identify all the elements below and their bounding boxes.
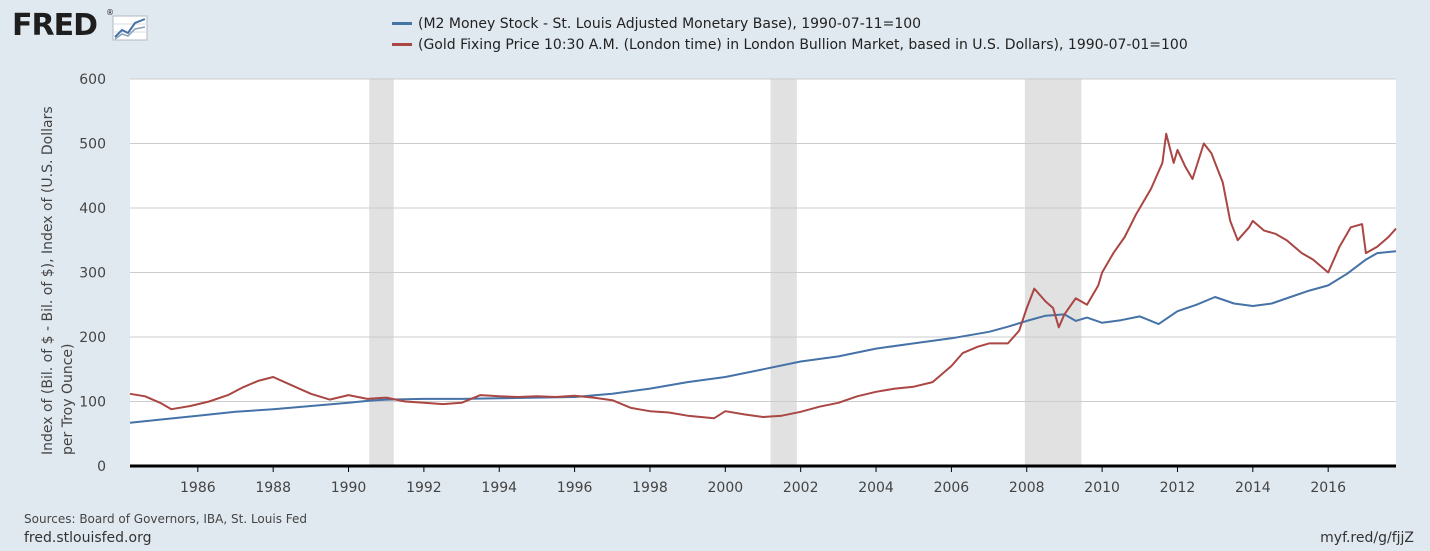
y-tick-label-0: 0 (97, 459, 106, 475)
y-tick-label-6: 600 (79, 72, 106, 88)
y-tick-label-1: 100 (79, 395, 106, 411)
fred-logo[interactable]: FRED ® (12, 6, 152, 46)
series-lines (129, 132, 1397, 424)
x-tick-label-0: 1986 (180, 480, 216, 496)
x-tick-label-4: 1994 (481, 480, 517, 496)
y-tick-label-4: 400 (79, 201, 106, 217)
x-tick-label-9: 2004 (858, 480, 894, 496)
legend-swatch-m2 (392, 21, 412, 25)
site-link[interactable]: fred.stlouisfed.org (24, 530, 152, 546)
x-tick-label-1: 1988 (255, 480, 291, 496)
y-tick-label-2: 200 (79, 330, 106, 346)
x-tick-label-11: 2008 (1009, 480, 1045, 496)
series-line-0[interactable] (129, 250, 1397, 424)
x-tick-label-6: 1998 (632, 480, 668, 496)
x-tick-label-10: 2006 (934, 480, 970, 496)
x-tick-labels: 1986 1988 1990 1992 1994 1996 1998 2000 2002 2004… (180, 466, 1346, 496)
x-tick-label-3: 1992 (406, 480, 442, 496)
x-tick-label-8: 2002 (783, 480, 819, 496)
registered-mark: ® (106, 8, 114, 17)
line-chart-icon (112, 15, 148, 41)
x-tick-label-15: 2016 (1310, 480, 1346, 496)
short-link[interactable]: myf.red/g/fjjZ (1320, 530, 1414, 546)
y-tick-label-5: 500 (79, 137, 106, 153)
legend-item-gold[interactable]: (Gold Fixing Price 10:30 A.M. (London ti… (392, 37, 1188, 53)
x-tick-label-5: 1996 (557, 480, 593, 496)
y-axis-label: Index of (Bil. of $ - Bil. of $), Index … (40, 106, 76, 455)
x-tick-label-12: 2010 (1084, 480, 1120, 496)
sources-note: Sources: Board of Governors, IBA, St. Lo… (24, 512, 308, 526)
series-line-1[interactable] (129, 132, 1397, 420)
legend-swatch-gold (392, 42, 412, 46)
y-tick-label-3: 300 (79, 266, 106, 282)
y-tick-labels: 0 100 200 300 400 500 600 (79, 72, 106, 475)
legend-label-gold: (Gold Fixing Price 10:30 A.M. (London ti… (418, 37, 1188, 53)
x-tick-label-7: 2000 (708, 480, 744, 496)
logo-text: FRED (12, 8, 98, 43)
x-tick-label-14: 2014 (1235, 480, 1271, 496)
legend-label-m2: (M2 Money Stock - St. Louis Adjusted Mon… (418, 16, 922, 32)
x-tick-label-13: 2012 (1160, 480, 1196, 496)
x-tick-label-2: 1990 (331, 480, 367, 496)
legend-item-m2[interactable]: (M2 Money Stock - St. Louis Adjusted Mon… (392, 16, 921, 32)
